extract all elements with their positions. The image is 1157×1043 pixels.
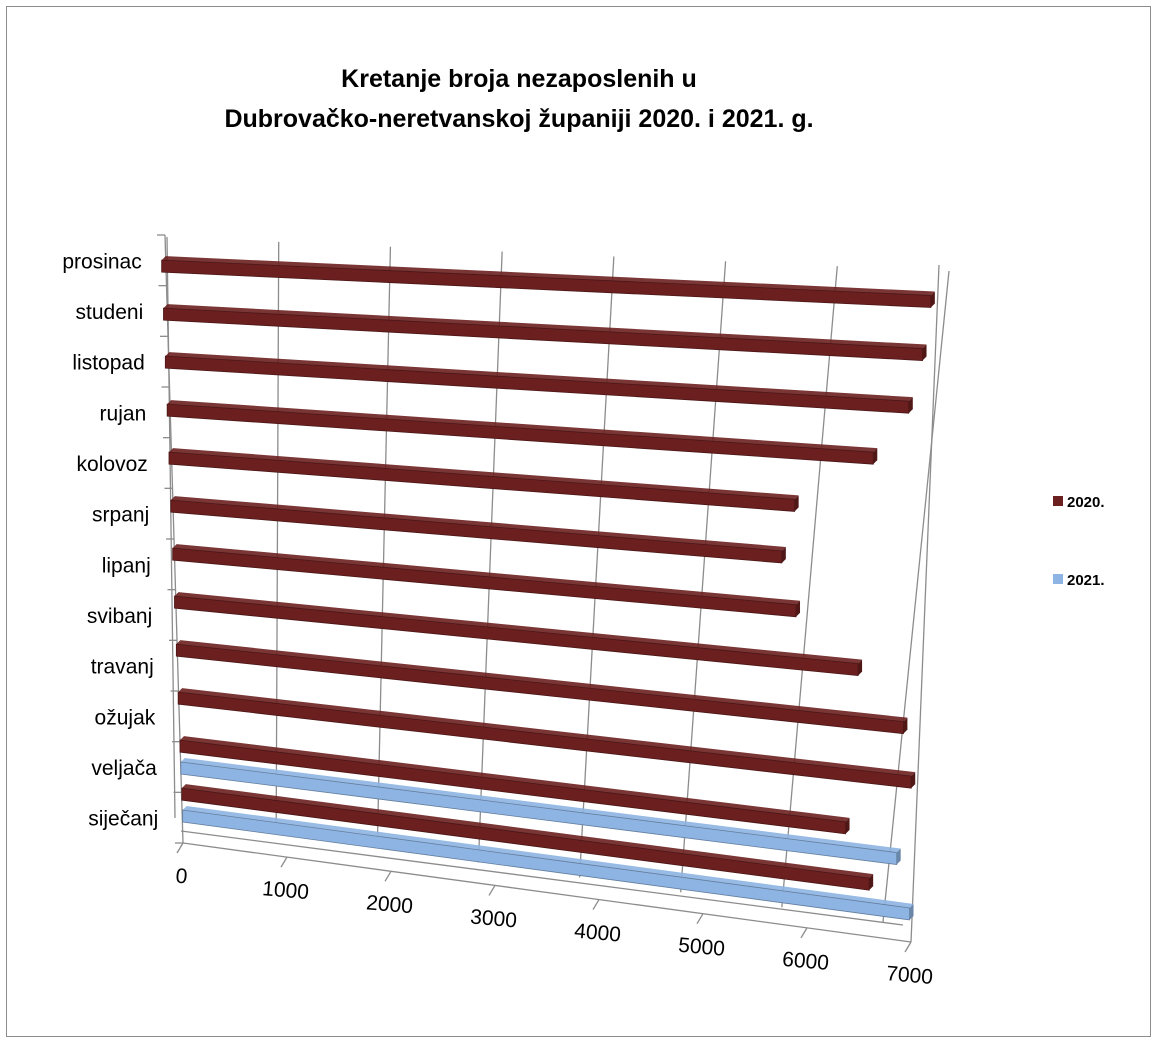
bar-2020.-svibanj-top xyxy=(174,592,863,664)
gridline-x xyxy=(882,270,950,923)
x-axis-line xyxy=(182,842,912,943)
bar-2020.-lipanj-end xyxy=(796,600,801,617)
bar-2020.-lipanj-top xyxy=(172,544,801,605)
y-tick-label: svibanj xyxy=(87,605,152,628)
bar-2020.-svibanj-end xyxy=(858,659,863,676)
bar-2020.-listopad-end xyxy=(908,397,913,414)
x-tick-label: 3000 xyxy=(469,905,518,932)
y-tick-label: studeni xyxy=(76,301,144,324)
x-tick-mark xyxy=(800,927,808,939)
bar-2020.-kolovoz xyxy=(168,451,796,512)
bar-2020.-studeni-top xyxy=(163,304,927,349)
y-tick-label: rujan xyxy=(100,402,147,425)
bar-2020.-veljača-top xyxy=(179,736,850,822)
x-tick-label: 5000 xyxy=(677,934,726,961)
bar-2020.-srpanj-end xyxy=(781,546,786,563)
chart-title-line-1: Kretanje broja nezaposlenih u xyxy=(341,65,697,93)
y-tick-label: listopad xyxy=(72,352,144,375)
floor-back-line xyxy=(180,830,904,926)
bar-2020.-veljača-end xyxy=(845,817,850,834)
legend-swatch-2020. xyxy=(1053,496,1063,506)
bar-2020.-listopad xyxy=(164,355,910,414)
right-wall-line xyxy=(910,264,940,943)
gridline-x xyxy=(376,246,392,848)
x-tick-mark xyxy=(384,870,392,882)
bar-2020.-siječanj-top xyxy=(181,784,874,879)
y-tick-label: ožujak xyxy=(95,706,156,729)
bar-2020.-prosinac-end xyxy=(930,291,935,308)
bar-2020.-rujan xyxy=(166,403,874,465)
gridline-x xyxy=(275,241,280,833)
y-tick-label: prosinac xyxy=(62,250,141,273)
bar-2020.-kolovoz-top xyxy=(168,448,799,500)
x-tick-mark xyxy=(696,913,704,925)
y-tick-label: siječanj xyxy=(88,808,158,831)
bar-2020.-prosinac-top xyxy=(161,256,935,296)
chart-title-line-2: Dubrovačko-neretvanskoj županiji 2020. i… xyxy=(224,105,813,133)
chart-title: Kretanje broja nezaposlenih u Dubrovačko… xyxy=(224,65,813,133)
y-tick-label: kolovoz xyxy=(77,453,148,476)
legend-swatch-2021. xyxy=(1053,574,1063,584)
axis-labels: siječanj veljača ožujak travanj svibanj lipan… xyxy=(62,250,933,989)
bar-2020.-prosinac xyxy=(161,259,932,308)
x-tick-mark xyxy=(280,856,288,868)
y-tick-label: veljača xyxy=(91,757,157,780)
legend: 2020. 2021. xyxy=(1053,494,1105,589)
x-tick-label: 0 xyxy=(175,865,189,889)
x-tick-label: 6000 xyxy=(781,948,830,975)
legend-label-2020.: 2020. xyxy=(1067,494,1105,511)
bar-2020.-rujan-top xyxy=(167,400,878,453)
gridline-x xyxy=(578,256,615,878)
gridline-x xyxy=(781,266,838,908)
chart-area: Kretanje broja nezaposlenih u Dubrovačko… xyxy=(6,6,1151,1037)
grid xyxy=(166,236,950,923)
gridline-x xyxy=(680,261,727,893)
bar-2020.-ožujak-end xyxy=(911,772,916,789)
x-tick-label: 1000 xyxy=(261,877,310,904)
y-tick-label: travanj xyxy=(91,656,154,679)
y-tick-label: srpanj xyxy=(92,504,149,527)
bar-2021.-siječanj-top xyxy=(182,805,914,908)
x-tick-label: 2000 xyxy=(365,891,414,918)
bars xyxy=(161,256,935,921)
bar-2020.-travanj-top xyxy=(176,640,908,722)
bar-2021.-siječanj-end xyxy=(909,903,914,920)
bar-2021.-veljača-top xyxy=(180,757,901,853)
x-tick-mark xyxy=(176,842,184,854)
bar-2020.-siječanj-end xyxy=(869,874,874,891)
bar-2020.-rujan-end xyxy=(873,448,878,465)
x-tick-mark xyxy=(904,941,912,953)
bar-2020.-travanj-end xyxy=(903,717,908,734)
x-tick-mark xyxy=(592,899,600,910)
legend-label-2021.: 2021. xyxy=(1067,572,1105,589)
bar-2021.-veljača-end xyxy=(896,848,901,865)
x-tick-mark xyxy=(488,885,496,896)
gridline-x xyxy=(477,251,503,863)
x-tick-label: 4000 xyxy=(573,920,622,947)
x-tick-label: 7000 xyxy=(885,962,934,989)
bar-2020.-ožujak-top xyxy=(178,688,916,777)
bar-2020.-studeni xyxy=(163,307,923,361)
y-tick-label: lipanj xyxy=(102,554,151,577)
bar-2020.-listopad-top xyxy=(165,352,913,402)
chart-canvas: Kretanje broja nezaposlenih u Dubrovačko… xyxy=(62,65,1105,989)
bar-2020.-srpanj-top xyxy=(170,496,786,551)
bar-2020.-studeni-end xyxy=(922,344,927,361)
bar-2020.-kolovoz-end xyxy=(794,495,799,512)
